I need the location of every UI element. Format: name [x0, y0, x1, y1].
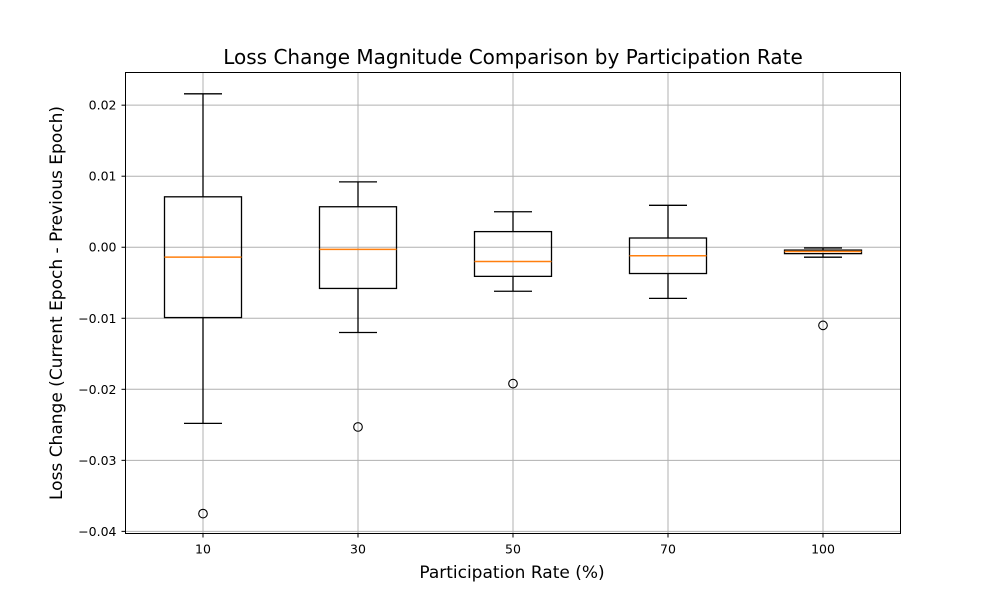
x-tick-label: 70 — [660, 542, 676, 557]
outlier-point — [818, 320, 828, 331]
y-tick-label: 0.00 — [89, 240, 117, 255]
x-tick-label: 10 — [195, 542, 211, 557]
y-tick-label: −0.03 — [78, 453, 116, 468]
box-group-70 — [628, 204, 708, 300]
grid-layer — [125, 72, 901, 534]
box-group-50 — [473, 211, 553, 389]
box-group-100 — [783, 247, 863, 331]
y-tick-label: −0.02 — [78, 382, 116, 397]
x-tick-label: 50 — [505, 542, 521, 557]
y-tick-label: −0.01 — [78, 311, 116, 326]
outlier-point — [198, 508, 208, 519]
chart-title: Loss Change Magnitude Comparison by Part… — [223, 45, 803, 69]
iqr-box — [473, 230, 553, 278]
y-tick-label: 0.01 — [89, 169, 117, 184]
x-axis-label: Participation Rate (%) — [419, 563, 604, 583]
x-tick-label: 30 — [350, 542, 366, 557]
y-tick-label: −0.04 — [78, 524, 116, 539]
box-group-30 — [318, 181, 398, 432]
outlier-point — [508, 378, 518, 389]
y-axis-label: Loss Change (Current Epoch - Previous Ep… — [47, 106, 67, 500]
y-tick-label: 0.02 — [89, 98, 117, 113]
box-layer — [163, 93, 863, 519]
tick-layer: 0.02 0.01 0.00 −0.01 −0.02 −0.03 −0.04 10 30 50 70… — [78, 98, 835, 557]
outlier-point — [353, 422, 363, 432]
iqr-box — [318, 206, 398, 290]
box-group-10 — [163, 93, 243, 519]
x-tick-label: 100 — [811, 542, 835, 557]
